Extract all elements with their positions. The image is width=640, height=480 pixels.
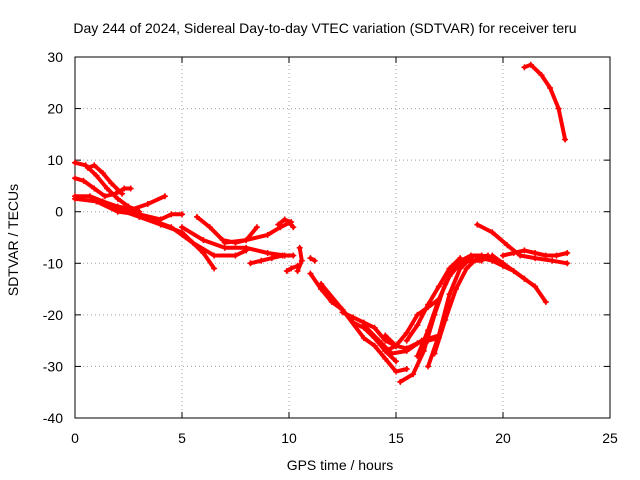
x-tick-label: 15 <box>388 430 404 446</box>
y-tick-label: 10 <box>47 152 63 168</box>
series-line <box>276 217 296 230</box>
series-sat-l <box>247 252 297 267</box>
y-tick-label: -30 <box>43 358 63 374</box>
x-tick-labels: 0 5 10 15 20 25 <box>71 430 618 446</box>
y-axis-label: SDTVAR / TECUs <box>5 184 21 296</box>
chart-title: Day 244 of 2024, Sidereal Day-to-day VTE… <box>73 20 576 36</box>
grid <box>75 57 610 418</box>
series-sat-o <box>307 255 318 264</box>
x-tick-label: 25 <box>602 430 618 446</box>
series-line <box>383 297 441 353</box>
series-sat-n <box>294 244 305 275</box>
series-line <box>340 310 398 348</box>
x-tick-label: 10 <box>281 430 297 446</box>
series-group <box>72 61 571 385</box>
series-sat-a <box>72 175 134 200</box>
y-tick-label: -20 <box>43 307 63 323</box>
series-line <box>522 62 568 142</box>
y-tick-label: -10 <box>43 255 63 271</box>
series-sat-ac <box>500 247 571 259</box>
axis-ticks <box>74 56 611 419</box>
y-tick-labels: -40 -30 -20 -10 0 10 20 30 <box>43 49 63 426</box>
series-sat-r <box>339 309 399 349</box>
plot-frame <box>74 56 611 419</box>
series-line <box>404 256 463 343</box>
y-tick-label: 0 <box>55 204 63 220</box>
x-tick-label: 5 <box>178 430 186 446</box>
y-tick-label: 20 <box>47 101 63 117</box>
x-axis-label: GPS time / hours <box>287 457 394 473</box>
series-sat-h <box>179 224 288 259</box>
series-sat-aa <box>474 221 571 267</box>
series-sat-ae <box>521 61 569 143</box>
y-tick-label: 30 <box>47 49 63 65</box>
x-tick-label: 20 <box>495 430 511 446</box>
series-sat-k <box>275 216 297 231</box>
x-tick-label: 0 <box>71 430 79 446</box>
series-sat-ad <box>478 255 528 282</box>
y-tick-label: -40 <box>43 410 63 426</box>
series-sat-d <box>84 162 126 197</box>
